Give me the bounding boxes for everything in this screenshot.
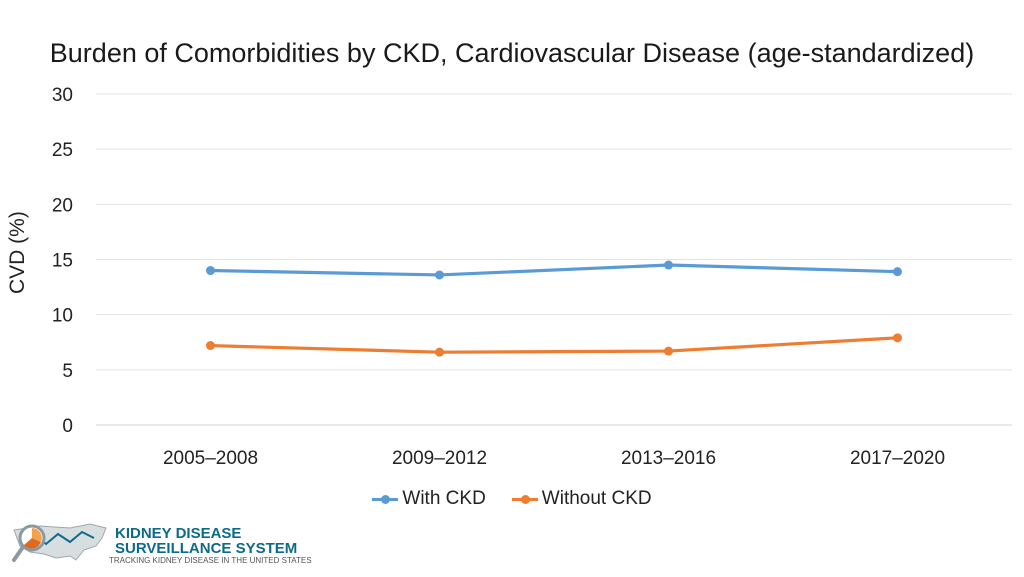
us-map-icon [12, 523, 107, 562]
legend-swatch-without-ckd [511, 494, 538, 504]
line-chart: 0 5 10 15 20 25 30 2005–2008 2009–2012 2013–2016… [52, 85, 1012, 469]
legend-item-with-ckd[interactable]: With CKD [372, 488, 486, 510]
data-point-without-ckd[interactable] [435, 347, 444, 357]
x-tick-label: 2005–2008 [163, 448, 258, 469]
legend-label-with-ckd: With CKD [402, 488, 486, 509]
x-tick-label: 2013–2016 [621, 448, 716, 469]
data-point-without-ckd[interactable] [893, 333, 902, 343]
x-tick-labels: 2005–2008 2009–2012 2013–2016 2017–2020 [163, 448, 945, 469]
series-group [206, 260, 902, 357]
y-tick-labels: 0 5 10 15 20 25 30 [52, 85, 73, 437]
gridlines [96, 93, 1012, 426]
legend: With CKD Without CKD [0, 488, 1024, 510]
chart-title: Burden of Comorbidities by CKD, Cardiova… [49, 38, 975, 68]
y-tick-label: 20 [52, 195, 73, 216]
y-tick-label: 0 [62, 416, 73, 437]
data-point-with-ckd[interactable] [893, 267, 902, 277]
logo-line-1: KIDNEY DISEASE [115, 525, 242, 542]
data-point-with-ckd[interactable] [664, 260, 673, 270]
series-line-with-ckd [210, 263, 898, 277]
logo-tagline: TRACKING KIDNEY DISEASE IN THE UNITED ST… [109, 556, 312, 565]
x-tick-label: 2017–2020 [850, 448, 945, 469]
logo-line-2: SURVEILLANCE SYSTEM [115, 540, 298, 557]
y-tick-label: 30 [52, 85, 73, 106]
legend-item-without-ckd[interactable]: Without CKD [511, 488, 652, 510]
data-point-with-ckd[interactable] [206, 266, 215, 276]
y-tick-label: 5 [62, 361, 73, 382]
x-tick-label: 2009–2012 [392, 448, 487, 469]
series-line-without-ckd [210, 336, 898, 354]
y-tick-label: 10 [52, 306, 73, 327]
data-point-with-ckd[interactable] [435, 270, 444, 280]
legend-label-without-ckd: Without CKD [541, 488, 652, 509]
y-tick-label: 25 [52, 140, 73, 161]
data-point-without-ckd[interactable] [664, 346, 673, 356]
legend-swatch-with-ckd [372, 494, 399, 504]
y-tick-label: 15 [52, 251, 73, 272]
data-point-without-ckd[interactable] [206, 341, 215, 351]
kdss-logo: KIDNEY DISEASE SURVEILLANCE SYSTEM TRACK… [10, 516, 312, 572]
